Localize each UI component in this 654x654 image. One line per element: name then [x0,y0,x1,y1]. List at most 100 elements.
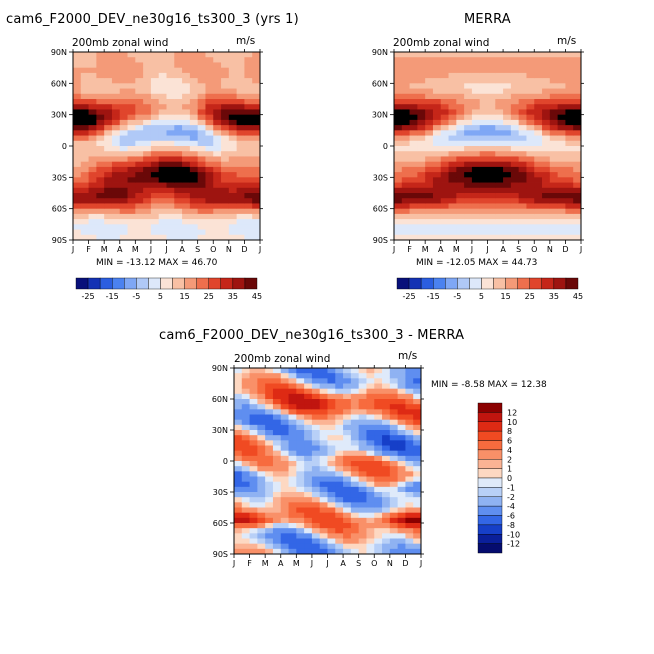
merra-cell [409,224,418,230]
model-cell [205,208,214,215]
model-cell [111,203,121,210]
model-cell [166,83,175,89]
model-cell [205,104,214,110]
merra-cell [401,93,410,100]
merra-cell [464,187,473,194]
model-cell [119,52,128,58]
merra-cell [432,140,442,147]
model-cell [174,52,183,58]
diff-cell [311,507,321,514]
merra-cell [432,109,442,116]
diff-cell [366,481,375,488]
model-cell [174,166,183,173]
model-cell [252,109,261,116]
diff-cell [249,383,258,390]
model-cell [252,125,261,131]
model-cell [213,67,222,74]
merra-cell [440,213,449,220]
model-cell [119,72,128,79]
model-ytick-label: 90S [52,236,67,245]
model-cell [244,182,253,189]
merra-cell [518,93,527,100]
merra-cell [503,203,512,210]
merra-cell [518,114,527,121]
diff-cell [272,543,282,550]
diff-cell [366,466,375,472]
diff-cell [249,440,258,446]
diff-cell [389,486,399,493]
diff-cell [249,512,258,519]
model-cell [189,78,199,84]
merra-cell [495,187,504,194]
model-cell [252,182,261,189]
diff-cell [358,476,367,483]
merra-cell [409,219,418,225]
model-cell [127,72,136,79]
model-cell [158,57,167,63]
merra-cell [526,203,535,210]
diff-cell [272,528,282,534]
merra-cell [487,125,496,131]
merra-colorbar-label: -15 [427,292,440,301]
diff-cell [288,471,297,477]
merra-cell [448,67,457,74]
merra-cell [487,208,496,215]
diff-cell [257,455,266,462]
model-cell [252,67,261,74]
diff-cell [358,533,367,539]
merra-cell [565,57,574,63]
model-cell [252,198,261,204]
model-cell [221,57,230,63]
merra-cell [471,208,481,215]
diff-cell [241,424,250,431]
merra-cell [432,72,442,79]
diff-cell [413,476,422,483]
merra-cell [510,198,520,204]
diff-cell [413,440,422,446]
diff-ytick-label: 30N [212,426,228,435]
model-cell [135,67,144,74]
model-cell [244,83,253,89]
diff-colorbar-swatch [477,534,503,544]
diff-cell [265,393,274,400]
model-cell [189,172,199,178]
model-cell [221,219,230,225]
model-cell [213,146,222,152]
model-cell [228,88,238,95]
diff-cell [319,492,328,498]
diff-cell [335,461,344,467]
model-cell [143,166,152,173]
model-cell [205,140,214,147]
model-colorbar-label: 5 [158,292,163,301]
merra-cell [417,57,426,63]
merra-cell [549,52,559,58]
merra-cell [495,224,504,230]
diff-cell [389,378,399,384]
model-cell [174,104,183,110]
diff-cell [413,368,422,374]
diff-cell [257,414,266,421]
diff-cell [249,373,258,379]
model-cell [143,57,152,63]
diff-cell [304,548,313,555]
model-cell [88,177,97,183]
merra-cell [417,146,426,152]
model-cell [150,234,160,241]
model-cell [252,135,261,142]
merra-cell [495,119,504,126]
model-cell [80,93,89,100]
model-cell [236,156,245,163]
model-cell [73,125,82,131]
diff-cell [311,497,321,503]
model-cell [174,182,183,189]
diff-colorbar-swatch [477,477,503,488]
merra-cell [471,146,481,152]
model-cell [96,166,105,173]
model-cell [158,119,167,126]
model-ytick-label: 60N [51,79,67,88]
model-cell [143,130,152,136]
model-cell [80,177,89,183]
model-cell [127,114,136,121]
merra-cell [534,67,543,74]
diff-cell [304,533,313,539]
